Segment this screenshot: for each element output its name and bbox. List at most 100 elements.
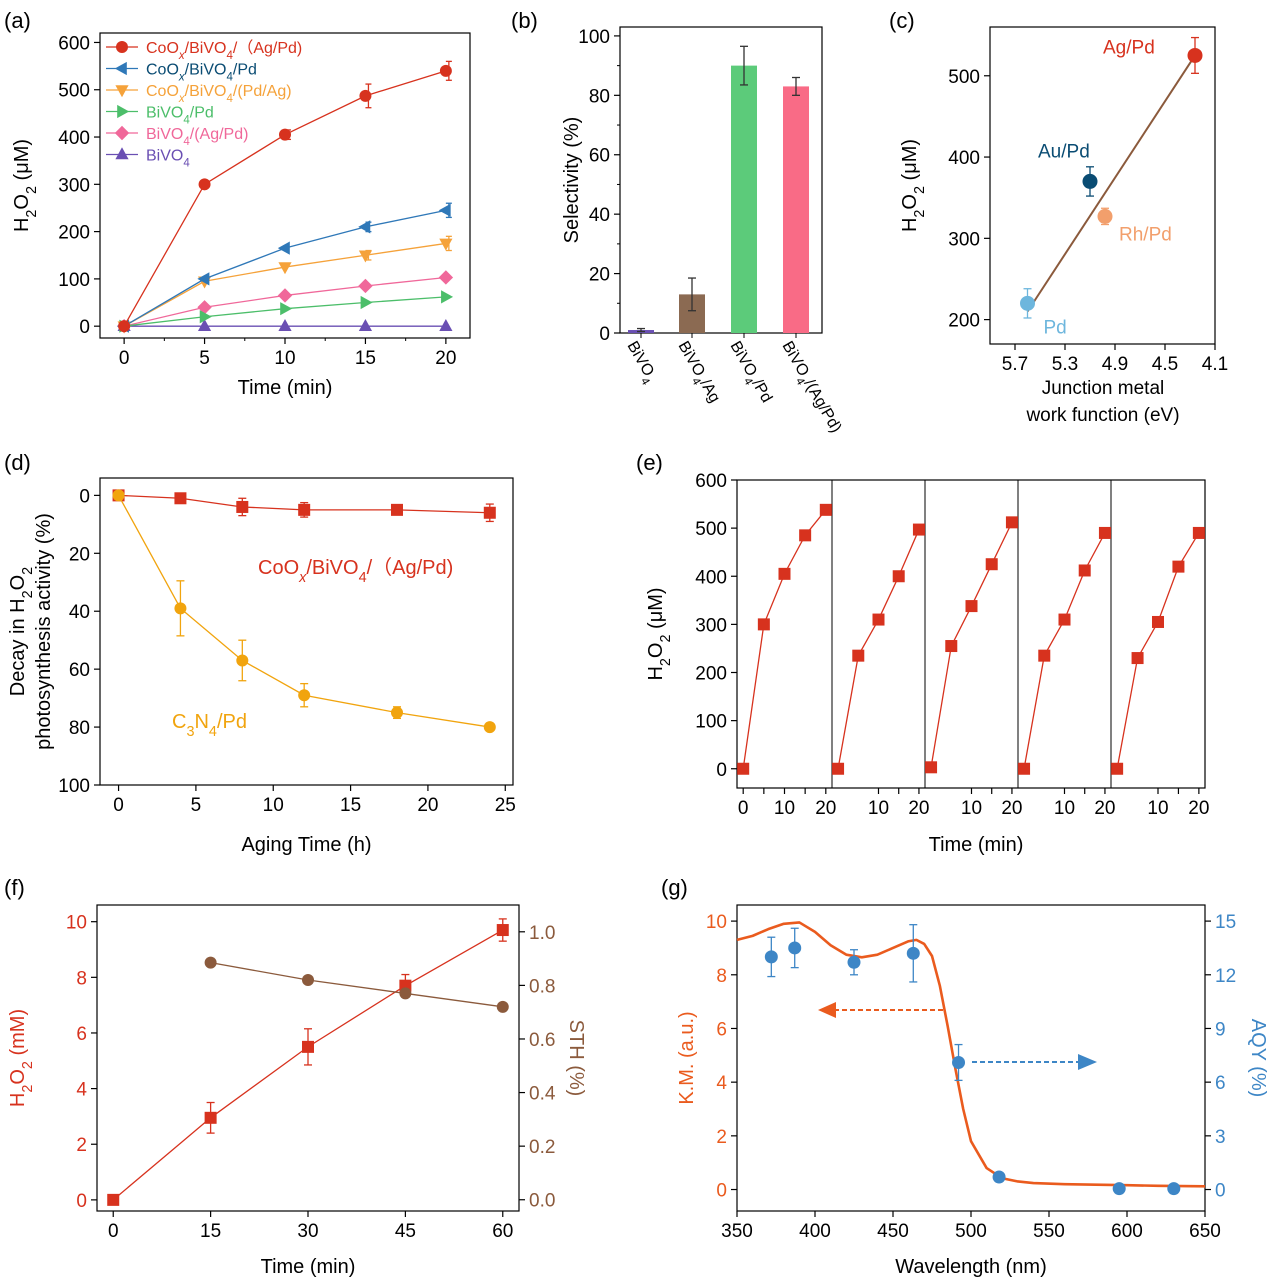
legend-marker (115, 85, 129, 98)
data-point (197, 300, 212, 315)
x-tick-label: 5.7 (1002, 354, 1028, 375)
data-point (358, 250, 373, 263)
data-point (952, 1055, 966, 1069)
data-point (278, 262, 292, 275)
y-tick-label: 300 (58, 175, 90, 196)
y-tick-label: 0 (716, 1181, 727, 1202)
x-tick-label: 20 (1094, 798, 1115, 819)
y-tick-label: 0 (79, 317, 90, 338)
legend-label: CoOx/BiVO4/（Ag/Pd) (146, 39, 302, 62)
y-tick-label: 500 (948, 67, 980, 88)
data-point (483, 506, 496, 519)
data-point (107, 1193, 120, 1206)
y-tick-label: 6 (1215, 1073, 1226, 1094)
arrow-right-head (1078, 1054, 1097, 1070)
y-axis-label: H2O2 (μM) (11, 139, 40, 232)
y-tick-label: 80 (69, 718, 90, 739)
data-point (236, 500, 249, 513)
data-point (438, 270, 454, 285)
y-tick-label: 60 (69, 660, 90, 681)
data-point (358, 278, 373, 294)
data-point (788, 941, 802, 955)
y-tick-label: 0 (79, 486, 90, 507)
x-tick-label: 20 (1188, 798, 1209, 819)
y-tick-label: 0.0 (529, 1191, 555, 1212)
series-label: CoOx/BiVO4/（Ag/Pd) (258, 556, 453, 586)
y-tick-label: 400 (695, 567, 727, 588)
x-tick-label: 4.1 (1202, 354, 1228, 375)
chart-g: 350 400 450 500 550 600 650 0 2 4 6 8 10 0 3 6 9 12 15 Wave… (676, 904, 1269, 1278)
x-tick-label: 20 (417, 795, 438, 816)
data-point (390, 503, 403, 516)
x-tick-label: 15 (200, 1221, 221, 1242)
data-point (832, 762, 845, 775)
data-point (965, 600, 978, 613)
x-tick-label: 10 (961, 798, 982, 819)
series-line (742, 509, 827, 769)
data-point (1097, 208, 1113, 224)
data-point (438, 203, 451, 217)
series-line (210, 961, 503, 1008)
y-tick-label: 0 (1215, 1181, 1226, 1202)
x-tick-label: 4.9 (1102, 354, 1128, 375)
legend-marker (116, 41, 128, 53)
y-tick-label: 60 (589, 146, 610, 167)
data-point (199, 310, 212, 324)
data-point (992, 1170, 1006, 1184)
y-tick-label: 200 (948, 311, 980, 332)
data-point (1018, 762, 1031, 775)
x-tick-label: 5.3 (1052, 354, 1078, 375)
data-point (174, 492, 187, 505)
legend-marker (114, 61, 127, 76)
data-point (847, 955, 861, 969)
data-point (1038, 649, 1051, 662)
y-tick-label: 2 (716, 1127, 727, 1148)
data-point (358, 220, 371, 234)
panel-label-a: (a) (4, 8, 31, 33)
data-point (1058, 613, 1071, 626)
x-axis-label: Time (min) (261, 1256, 356, 1278)
data-point (1020, 295, 1035, 311)
x-tick-label: 10 (1054, 798, 1075, 819)
y-tick-label: 500 (695, 519, 727, 540)
y-axis-label: Decay in H2O2 (7, 567, 36, 696)
chart-f: 0 15 30 45 60 0 2 4 6 8 10 0.0 0.2 0.4 0.6 0.8 1.0 Time (… (7, 904, 587, 1278)
y-tick-label: 40 (589, 205, 610, 226)
x-tick-label: 10 (774, 798, 795, 819)
series-label: C3N4/Pd (172, 711, 247, 740)
y-tick-label: 20 (589, 265, 610, 286)
data-point (483, 721, 496, 734)
series-line (1023, 532, 1106, 769)
data-point (906, 946, 920, 960)
data-point (197, 318, 212, 331)
data-point (441, 290, 454, 304)
data-point (1078, 564, 1091, 577)
data-point (359, 89, 372, 102)
data-point (204, 1111, 217, 1124)
point-label: Pd (1044, 317, 1067, 338)
data-point (1152, 615, 1164, 628)
x-tick-label: BiVO4 (619, 339, 660, 388)
y-tick-label: 100 (578, 27, 610, 48)
data-point (278, 318, 292, 331)
x-tick-label: 20 (815, 798, 836, 819)
series-line (118, 494, 490, 514)
panel-label-d: (d) (4, 450, 31, 475)
series-line (837, 529, 920, 769)
panel-label-e: (e) (636, 450, 663, 475)
y-tick-label: 600 (58, 33, 90, 54)
legend-marker (117, 104, 130, 119)
x-tick-label: 15 (355, 348, 376, 369)
x-tick-label: 550 (1033, 1221, 1065, 1242)
y-tick-label: 4 (716, 1073, 727, 1094)
y-axis-label: photosynthesis activity (%) (33, 513, 55, 750)
y-axis-label: Selectivity (%) (561, 117, 583, 244)
panel-label-b: (b) (511, 8, 538, 33)
data-point (197, 272, 210, 286)
series-line (123, 242, 446, 327)
x-tick-label: 450 (877, 1221, 909, 1242)
series-line (117, 495, 490, 728)
data-point (236, 654, 249, 667)
x-axis-label: Wavelength (nm) (895, 1256, 1047, 1278)
x-tick-label: 45 (395, 1221, 416, 1242)
